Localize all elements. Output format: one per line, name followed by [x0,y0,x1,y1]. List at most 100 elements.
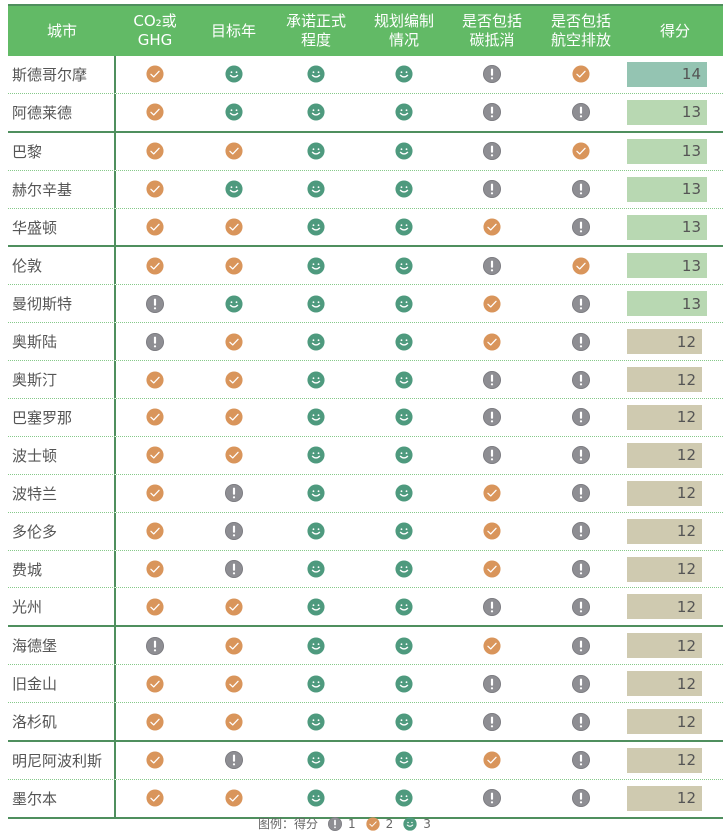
check-icon [146,560,164,578]
cell-planning [359,209,449,246]
table-row: 多伦多 12 [8,512,723,551]
exclamation-icon [483,408,501,427]
city-name: 光州 [8,588,116,626]
smiley-icon [307,371,325,389]
cell-co2-ghg [116,742,194,779]
smiley-icon [307,408,325,427]
smiley-icon [395,446,413,464]
exclamation-icon [483,256,501,275]
cell-score: 12 [627,627,723,664]
cell-offsets [449,399,535,436]
check-icon [366,816,380,831]
city-name: 奥斯汀 [8,361,116,399]
score-badge: 12 [627,556,702,582]
check-icon [224,675,243,693]
cell-target-year [194,209,273,246]
cell-target-year [194,171,273,208]
cell-target-year [194,588,273,625]
cell-co2-ghg [116,437,194,474]
cell-aviation [535,703,627,740]
exclamation-icon [224,560,243,579]
cell-target-year [194,56,273,93]
exclamation-icon [572,446,590,465]
cell-aviation [535,285,627,322]
cell-commitment [273,94,359,131]
cell-score: 13 [627,133,723,170]
check-icon [224,446,243,464]
cell-planning [359,475,449,512]
cell-score: 12 [627,588,723,625]
cell-target-year [194,703,273,740]
score-badge: 12 [627,329,702,355]
city-name: 巴塞罗那 [8,399,116,436]
cell-planning [359,323,449,360]
smiley-icon [395,295,413,313]
cell-planning [359,588,449,625]
cell-commitment [273,399,359,436]
cell-score: 12 [627,361,723,398]
cell-offsets [449,742,535,779]
cell-aviation [535,209,627,246]
cell-score: 12 [627,780,723,817]
cell-co2-ghg [116,551,194,588]
city-name: 巴黎 [8,132,116,170]
cell-score: 14 [627,56,723,93]
cell-commitment [273,209,359,246]
smiley-icon [395,675,413,693]
cell-planning [359,665,449,702]
cell-planning [359,703,449,740]
cell-score: 12 [627,399,723,436]
cell-planning [359,551,449,588]
header-offsets: 是否包括 碳抵消 [461,12,522,49]
cell-co2-ghg [116,285,194,322]
cell-planning [359,513,449,550]
cell-planning [359,780,449,817]
exclamation-icon [572,674,590,693]
cell-offsets [449,133,535,170]
cell-co2-ghg [116,627,194,664]
smiley-icon [307,675,325,693]
score-badge: 12 [627,518,702,544]
table-row: 旧金山 12 [8,665,723,704]
cell-co2-ghg [116,588,194,625]
exclamation-icon [572,597,590,616]
cell-score: 13 [627,285,723,322]
cell-score: 12 [627,475,723,512]
cell-target-year [194,551,273,588]
cell-co2-ghg [116,399,194,436]
header-score: 得分 [659,21,690,40]
cell-aviation [535,475,627,512]
cell-commitment [273,588,359,625]
table-row: 华盛顿 13 [8,208,723,248]
table-row: 伦敦 13 [8,247,723,286]
score-badge: 12 [627,671,702,697]
exclamation-icon [224,484,243,503]
cell-co2-ghg [116,247,194,284]
check-icon [146,713,164,731]
smiley-icon [403,816,417,831]
cell-target-year [194,513,273,550]
cell-co2-ghg [116,94,194,131]
cell-planning [359,627,449,664]
score-badge: 13 [627,253,707,279]
cell-target-year [194,361,273,398]
exclamation-icon [572,103,590,122]
table-row: 曼彻斯特 13 [8,285,723,324]
cell-offsets [449,513,535,550]
smiley-icon [395,408,413,427]
city-name: 奥斯陆 [8,323,116,361]
city-name: 墨尔本 [8,779,116,817]
smiley-icon [307,65,325,83]
cell-offsets [449,94,535,131]
check-icon [146,484,164,502]
cell-score: 12 [627,703,723,740]
city-name: 曼彻斯特 [8,285,116,323]
header-aviation: 是否包括 航空排放 [550,12,611,49]
smiley-icon [395,522,413,540]
cell-aviation [535,513,627,550]
header-target-year: 目标年 [210,21,256,40]
cell-aviation [535,399,627,436]
cell-commitment [273,437,359,474]
cell-co2-ghg [116,133,194,170]
header-commitment: 承诺正式 程度 [285,12,346,49]
